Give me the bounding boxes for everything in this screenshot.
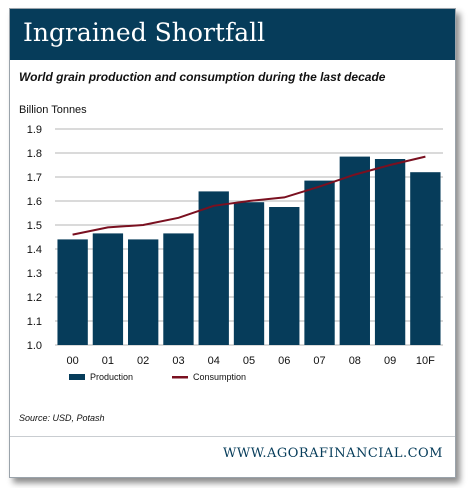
production-bar [233,202,265,345]
y-tick-label: 1.4 [27,244,42,256]
y-tick-label: 1.9 [27,124,42,136]
legend-label-consumption: Consumption [193,372,246,382]
x-tick-label: 02 [137,355,149,367]
production-bar [198,191,229,345]
production-bar [304,180,335,345]
production-bar [410,172,441,345]
y-tick-label: 1.3 [27,268,42,280]
production-bar [128,239,159,345]
y-tick-label: 1.1 [27,316,42,328]
production-bar [339,156,370,345]
footer-divider [10,436,455,437]
production-bar [269,207,300,345]
chart-card: Ingrained Shortfall World grain producti… [9,8,456,478]
chart-subtitle: World grain production and consumption d… [19,70,386,84]
consumption-line [72,155,426,236]
x-tick-label: 10F [416,355,435,367]
production-bar [163,233,194,345]
x-tick-label: 08 [349,355,361,367]
website-link[interactable]: WWW.AGORAFINANCIAL.COM [223,446,443,461]
production-bar [57,239,88,345]
legend-label-production: Production [90,372,133,382]
x-tick-label: 05 [243,355,255,367]
legend-swatch-production [69,374,85,380]
y-tick-label: 1.8 [27,148,42,160]
y-axis-label: Billion Tonnes [19,104,87,116]
production-bar [374,159,406,345]
y-tick-label: 1.6 [27,196,42,208]
y-tick-label: 1.7 [27,172,42,184]
x-tick-label: 03 [172,355,184,367]
y-tick-label: 1.5 [27,220,42,232]
x-tick-label: 00 [67,355,79,367]
x-tick-label: 01 [102,355,114,367]
y-tick-label: 1.2 [27,292,42,304]
banner-title: Ingrained Shortfall [23,18,266,47]
bar-line-chart: Billion Tonnes 1.0 1.1 1.2 1.3 1.4 1.5 1.6 1.7 1… [19,104,443,382]
x-tick-label: 07 [313,355,325,367]
x-tick-label: 04 [208,355,220,367]
y-tick-label: 1.0 [27,340,42,352]
x-tick-label: 06 [278,355,290,367]
production-bar [92,233,124,345]
source-note: Source: USD, Potash [19,413,105,423]
legend-swatch-consumption [172,376,188,379]
title-banner: Ingrained Shortfall [10,9,455,60]
x-tick-label: 09 [384,355,396,367]
